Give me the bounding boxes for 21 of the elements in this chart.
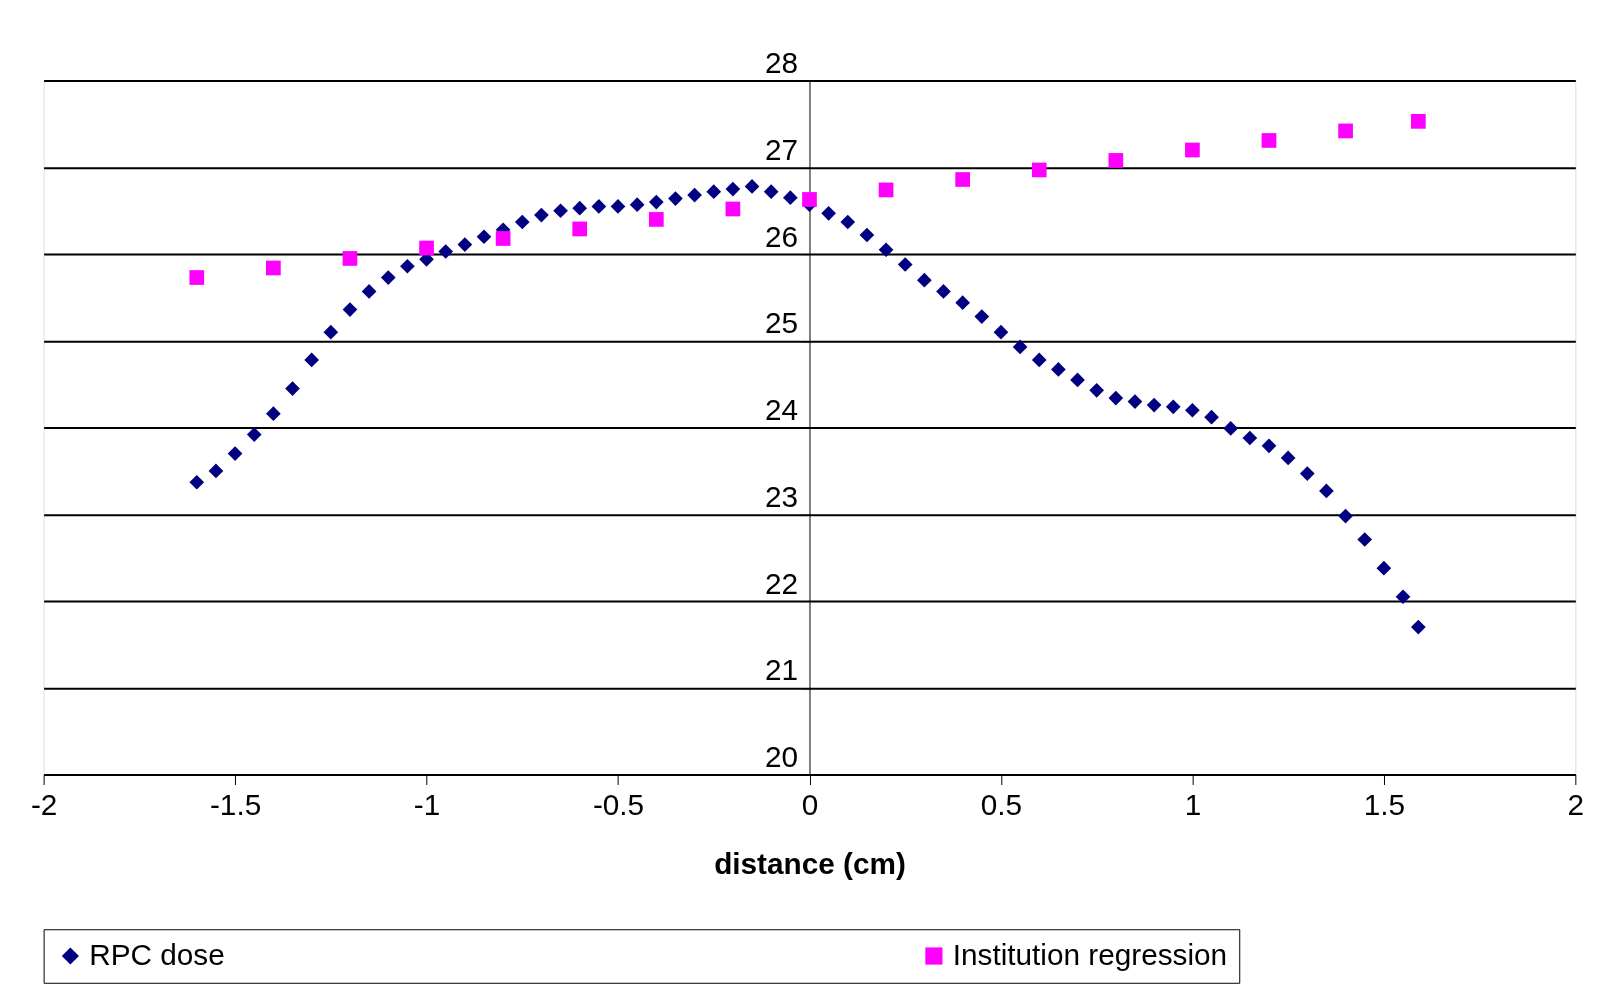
y-tick-label: 25 xyxy=(765,306,799,340)
x-tick-label: -1 xyxy=(413,787,441,821)
y-tick-label: 22 xyxy=(765,566,799,600)
y-tick-label: 23 xyxy=(765,479,799,513)
y-tick-label: 27 xyxy=(765,132,799,166)
y-tick-label: 21 xyxy=(765,653,799,687)
x-tick-label: 0 xyxy=(801,787,819,821)
y-tick-label: 26 xyxy=(765,219,799,253)
x-tick-label: 1.5 xyxy=(1363,787,1406,821)
x-tick-label: -0.5 xyxy=(592,787,645,821)
legend-label: Institution regression xyxy=(952,937,1228,971)
x-tick-label: -1.5 xyxy=(209,787,262,821)
x-tick-label: 1 xyxy=(1184,787,1202,821)
legend-label: RPC dose xyxy=(89,937,225,971)
y-tick-label: 20 xyxy=(765,740,799,774)
y-tick-label: 28 xyxy=(765,46,799,80)
y-tick-label: 24 xyxy=(765,393,799,427)
x-tick-label: 2 xyxy=(1567,787,1585,821)
x-tick-label: 0.5 xyxy=(980,787,1023,821)
x-tick-label: -2 xyxy=(30,787,58,821)
x-axis-title: distance (cm) xyxy=(714,847,906,881)
